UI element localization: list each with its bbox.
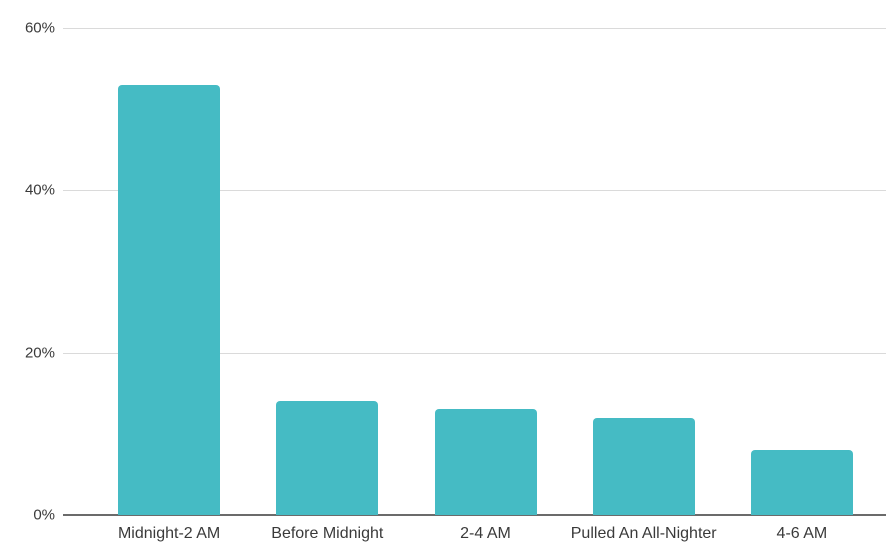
y-tick-label: 0%: [33, 506, 55, 524]
x-tick-label: 2-4 AM: [460, 525, 511, 542]
bar-pulled-an-all-nighter: [592, 417, 695, 515]
x-axis-line: [63, 514, 886, 516]
y-tick-label: 60%: [24, 19, 55, 37]
y-tick-label: 40%: [24, 181, 55, 199]
x-tick-label: Midnight-2 AM: [117, 525, 221, 542]
x-tick-label: 4-6 AM: [776, 525, 828, 542]
gridline: [63, 190, 886, 192]
bar-4-6-am: [750, 450, 853, 515]
x-tick-label: Pulled An All-Nighter: [570, 525, 717, 542]
gridline: [63, 352, 886, 354]
y-tick-label: 20%: [24, 344, 55, 362]
bar-midnight-2-am: [118, 84, 221, 515]
x-tick-label: Before Midnight: [271, 525, 384, 542]
bar-2-4-am: [434, 409, 537, 515]
gridline: [63, 28, 886, 29]
bar-before-midnight: [276, 401, 379, 515]
